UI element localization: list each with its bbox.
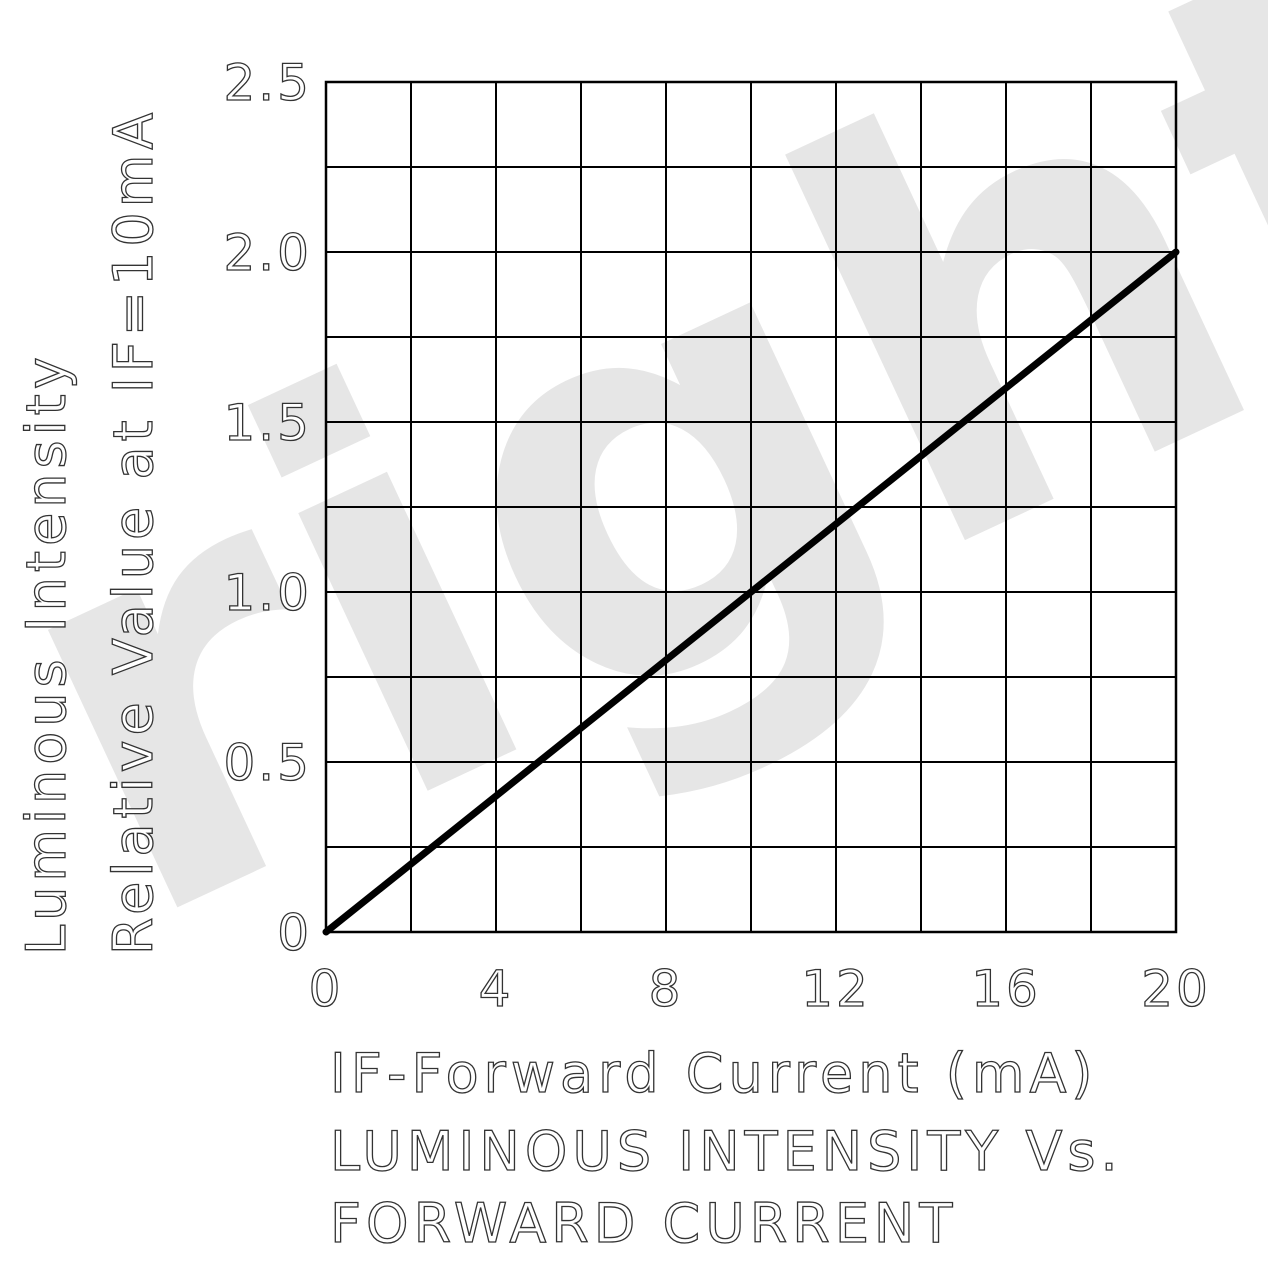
chart-title-line-1: LUMINOUS INTENSITY Vs. bbox=[330, 1120, 1123, 1183]
y-tick-labels: 0 0.5 1.0 1.5 2.0 2.5 bbox=[223, 53, 312, 962]
x-tick-label: 20 bbox=[1141, 960, 1211, 1018]
x-tick-label: 0 bbox=[309, 960, 344, 1018]
y-tick-label: 2.5 bbox=[223, 54, 312, 112]
y-axis-title-line-1: Luminous Intensity bbox=[15, 352, 78, 955]
x-tick-labels: 0 4 8 12 16 20 bbox=[308, 959, 1211, 1018]
x-tick-label: 8 bbox=[649, 960, 684, 1018]
chart-title-line-2: FORWARD CURRENT bbox=[330, 1192, 957, 1255]
y-axis-title-line-2: Relative Value at IF=10mA bbox=[102, 108, 165, 955]
y-tick-label: 1.5 bbox=[223, 394, 312, 452]
plot-frame bbox=[324, 80, 1178, 934]
x-axis-title: IF-Forward Current (mA) bbox=[330, 1042, 1097, 1105]
series-group bbox=[322, 248, 1180, 936]
y-tick-label: 2.0 bbox=[223, 224, 312, 282]
watermark: right bbox=[0, 0, 1268, 1048]
series-line bbox=[322, 248, 1180, 936]
x-tick-label: 4 bbox=[479, 960, 514, 1018]
y-tick-label: 0 bbox=[277, 904, 312, 962]
grid bbox=[326, 82, 1176, 932]
x-tick-label: 16 bbox=[971, 960, 1041, 1018]
y-tick-label: 0.5 bbox=[223, 734, 312, 792]
watermark-text: right bbox=[0, 0, 1268, 1048]
x-tick-label: 12 bbox=[801, 960, 871, 1018]
y-tick-label: 1.0 bbox=[223, 564, 312, 622]
